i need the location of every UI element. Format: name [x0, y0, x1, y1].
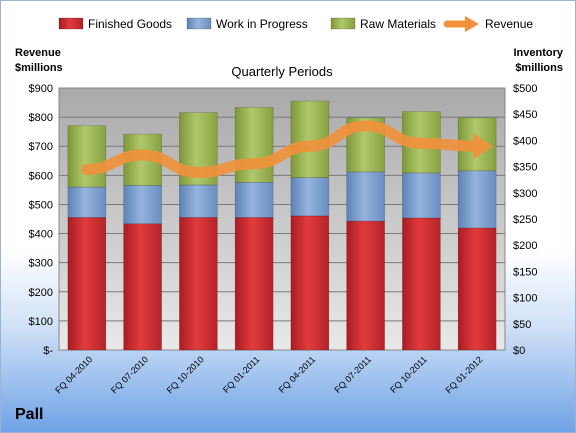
legend-work-in-progress-swatch [186, 17, 212, 30]
x-tick-label: FQ 07-2010 [109, 354, 150, 395]
bar-work-in-progress [402, 172, 441, 219]
legend-work-in-progress-label: Work in Progress [216, 17, 308, 31]
legend-raw-materials-label: Raw Materials [360, 17, 436, 31]
x-tick-label: FQ 01-2011 [221, 354, 262, 395]
bar-work-in-progress [290, 177, 330, 217]
y-left-tick-label: $700 [29, 141, 53, 153]
y-left-tick-label: $100 [29, 316, 53, 328]
y-left-tick-label: $- [43, 345, 53, 357]
bar-raw-materials [67, 125, 107, 188]
y-right-tick-label: $150 [513, 266, 537, 278]
legend-finished-goods-swatch [58, 17, 84, 30]
y-right-tick-label: $500 [513, 83, 537, 95]
revenue-line [81, 120, 483, 178]
revenue-line-arrowhead [473, 133, 494, 160]
bar-work-in-progress [123, 185, 162, 225]
x-tick-label: FQ 07-2011 [332, 354, 373, 395]
legend-revenue-swatch-arrowhead [465, 16, 479, 32]
bar-work-in-progress [457, 170, 497, 229]
x-tick-label: FQ 04-2010 [53, 354, 94, 395]
y-left-axis-unit: $millions [15, 62, 63, 74]
bar-finished-goods [346, 220, 385, 351]
y-right-tick-label: $0 [513, 345, 525, 357]
y-left-tick-label: $800 [29, 112, 53, 124]
bar-work-in-progress [346, 171, 385, 222]
bar-work-in-progress [234, 182, 274, 218]
bar-finished-goods [290, 215, 330, 351]
y-left-tick-label: $900 [29, 83, 53, 95]
bar-finished-goods [123, 223, 162, 351]
legend-raw-materials-swatch [330, 17, 356, 30]
x-tick-label: FQ 01-2012 [444, 354, 485, 395]
legend-finished-goods-label: Finished Goods [88, 17, 172, 31]
bar-finished-goods [234, 217, 274, 351]
bar-finished-goods [67, 217, 107, 351]
x-tick-label: FQ 10-2010 [165, 354, 206, 395]
brand-label: Pall [15, 406, 44, 423]
y-left-tick-label: $500 [29, 199, 53, 211]
y-right-axis-unit: $millions [515, 62, 563, 74]
y-left-tick-label: $300 [29, 258, 53, 270]
x-tick-label: FQ 04-2011 [277, 354, 318, 395]
y-right-tick-label: $300 [513, 188, 537, 200]
y-left-axis-label: Revenue [15, 47, 61, 59]
bar-finished-goods [179, 217, 218, 351]
y-right-tick-label: $100 [513, 293, 537, 305]
y-right-tick-label: $350 [513, 162, 537, 174]
bar-work-in-progress [179, 184, 218, 218]
y-right-tick-label: $200 [513, 240, 537, 252]
y-left-tick-label: $400 [29, 229, 53, 241]
y-right-axis-label: Inventory [513, 47, 563, 59]
bar-raw-materials [234, 107, 274, 183]
legend-revenue-label: Revenue [485, 17, 533, 31]
y-left-tick-label: $200 [29, 287, 53, 299]
chart-title: Quarterly Periods [231, 64, 333, 79]
bar-finished-goods [457, 227, 497, 351]
y-right-tick-label: $50 [513, 319, 531, 331]
y-right-tick-label: $250 [513, 214, 537, 226]
y-right-tick-label: $400 [513, 135, 537, 147]
x-tick-label: FQ 10-2011 [388, 354, 429, 395]
y-left-tick-label: $600 [29, 170, 53, 182]
bar-work-in-progress [67, 186, 107, 218]
y-right-tick-label: $450 [513, 109, 537, 121]
bar-finished-goods [402, 217, 441, 351]
